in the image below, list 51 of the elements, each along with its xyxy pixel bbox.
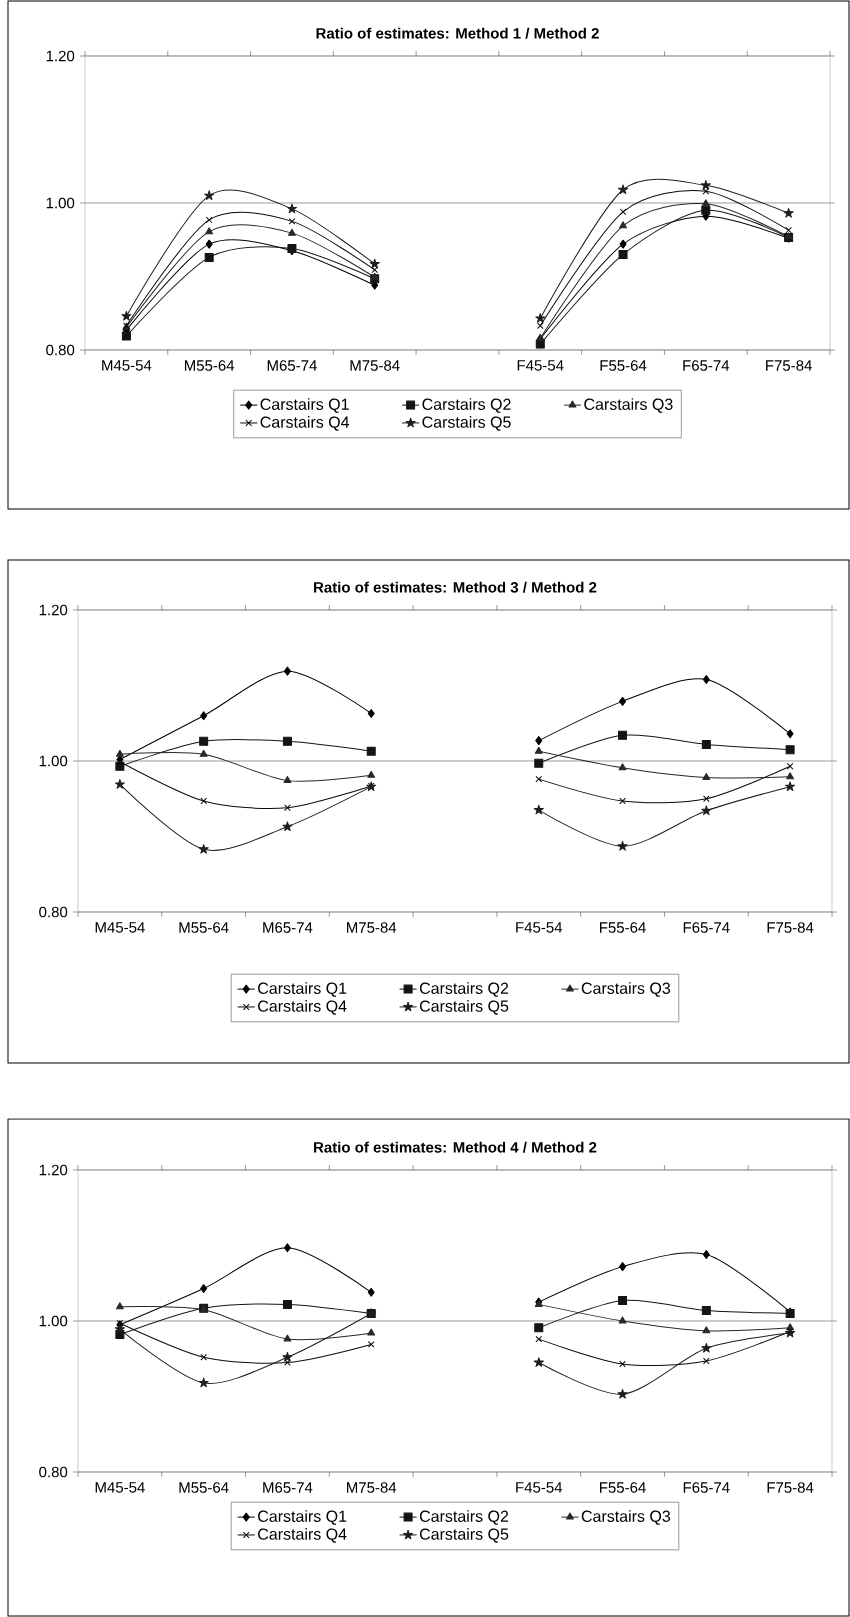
x-tick-label: M55-64 [179,1482,229,1493]
x-tick-label: F55-64 [600,360,647,371]
x-tick-label: F55-64 [600,1482,646,1493]
y-tick-label: 1.20 [39,1164,68,1176]
legend-label: Carstairs Q2 [422,398,511,413]
x-tick-label: M65-74 [263,922,313,933]
legend-label: Carstairs Q3 [584,398,673,413]
x-tick-label: M55-64 [184,360,235,371]
x-tick-label: M45-54 [95,1482,145,1493]
x-tick-label: F75-84 [766,360,812,371]
y-tick-label: 0.80 [46,344,75,356]
x-tick-label: F75-84 [767,922,814,933]
x-tick-label: F65-74 [683,360,730,371]
x-tick-label: F45-54 [516,1482,563,1493]
legend-label: Carstairs Q4 [258,1528,347,1543]
legend-label: Carstairs Q5 [419,1000,509,1015]
legend-label: Carstairs Q4 [260,416,350,431]
legend-label: Carstairs Q5 [419,1528,509,1543]
chart-title: Ratio of estimates: Method 4 / Method 2 [314,1141,597,1153]
legend-label: Carstairs Q2 [419,1510,509,1525]
y-tick-label: 1.20 [39,604,68,616]
x-tick-label: F65-74 [683,922,730,933]
legend-label: Carstairs Q2 [419,982,509,997]
x-tick-label: M65-74 [267,360,317,371]
x-tick-label: F45-54 [517,360,564,371]
legend-label: Carstairs Q1 [258,1510,347,1525]
legend-label: Carstairs Q3 [581,1510,671,1525]
x-tick-label: M55-64 [179,922,229,933]
x-tick-label: F45-54 [516,922,563,933]
legend-label: Carstairs Q1 [260,398,349,413]
legend-label: Carstairs Q1 [258,982,347,997]
x-tick-label: M45-54 [95,922,145,933]
chart-title: Ratio of estimates: Method 1 / Method 2 [316,27,599,39]
y-tick-label: 1.00 [46,197,75,209]
x-tick-label: M65-74 [263,1482,313,1493]
legend-label: Carstairs Q3 [581,982,671,997]
legend-label: Carstairs Q5 [422,416,511,431]
x-tick-label: F75-84 [767,1482,814,1493]
x-tick-label: M75-84 [350,360,400,371]
x-tick-label: F55-64 [600,922,646,933]
x-tick-label: F65-74 [683,1482,730,1493]
chart-title: Ratio of estimates: Method 3 / Method 2 [314,581,597,593]
x-tick-label: M45-54 [102,360,152,371]
y-tick-label: 0.80 [39,906,68,918]
x-tick-label: M75-84 [347,922,397,933]
legend-label: Carstairs Q4 [258,1000,347,1015]
y-tick-label: 1.00 [39,755,68,767]
x-tick-label: M75-84 [347,1482,397,1493]
y-tick-label: 1.00 [39,1315,68,1327]
y-tick-label: 0.80 [39,1466,68,1478]
y-tick-label: 1.20 [46,50,75,62]
